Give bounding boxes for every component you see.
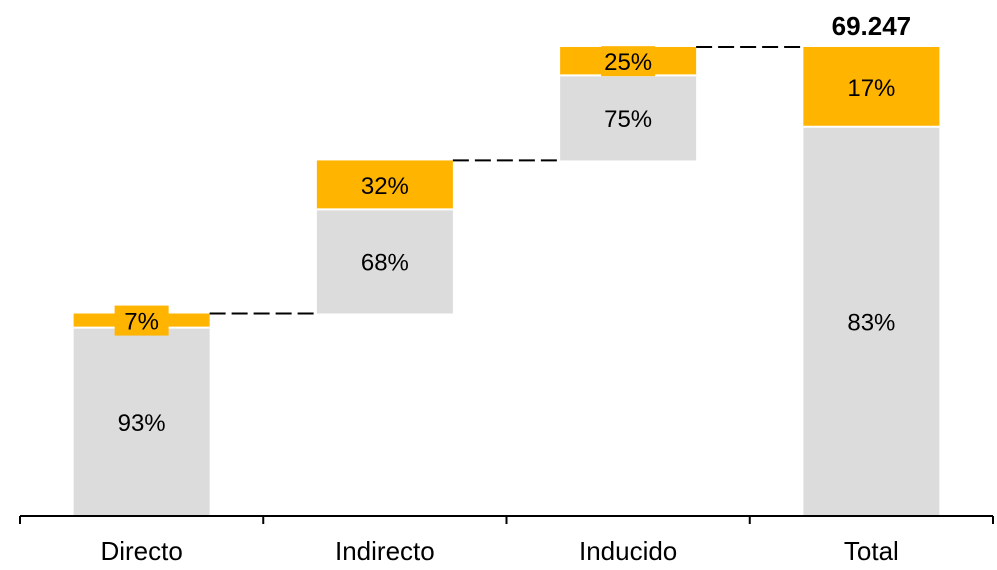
category-label-inducido: Inducido	[579, 536, 677, 566]
category-label-total: Total	[844, 536, 899, 566]
bar-total-top-segment	[803, 47, 940, 127]
bar-inducido-top-label: 25%	[604, 49, 652, 76]
bars-layer	[73, 47, 940, 516]
connectors-layer	[209, 46, 804, 315]
bar-indirecto-base-label: 68%	[361, 249, 409, 276]
bar-directo-top-label-box	[114, 305, 169, 336]
bar-indirecto-top-segment	[316, 160, 453, 210]
category-label-directo: Directo	[100, 536, 182, 566]
x-axis: Directo Indirecto Inducido Total	[19, 515, 994, 566]
labels-layer: 93% 7% 68% 32% 75% 25% 83% 17%	[114, 46, 895, 437]
bar-indirecto-top-label: 32%	[361, 173, 409, 200]
bar-inducido-base-segment	[560, 75, 697, 161]
total-value-label: 69.247	[832, 11, 912, 41]
bar-directo-top-label: 7%	[124, 309, 159, 336]
bar-total-base-label: 83%	[847, 309, 895, 336]
bar-inducido-top-label-box	[601, 46, 656, 77]
bar-inducido-base-label: 75%	[604, 106, 652, 133]
bar-directo-base-label: 93%	[118, 410, 166, 437]
bar-indirecto-base-segment	[316, 209, 453, 314]
category-label-indirecto: Indirecto	[335, 536, 435, 566]
bar-total-base-segment	[803, 126, 940, 516]
bar-total-top-label: 17%	[847, 75, 895, 102]
bar-directo-base-segment	[73, 327, 210, 516]
